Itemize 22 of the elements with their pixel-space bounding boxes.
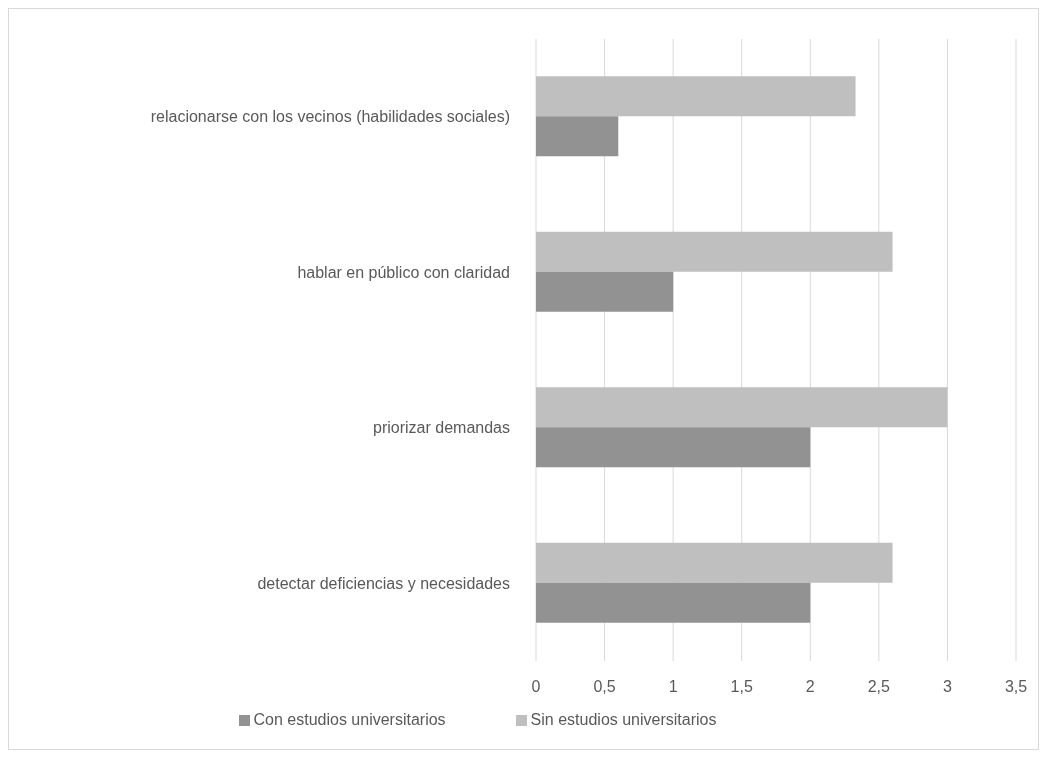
bar — [536, 116, 619, 157]
y-tick-label: hablar en público con claridad — [297, 263, 510, 281]
x-tick-label: 1,5 — [730, 678, 753, 696]
x-tick-label: 2 — [805, 678, 815, 696]
x-tick-label: 3,5 — [1004, 678, 1028, 696]
y-tick-label: detectar deficiencias y necesidades — [257, 574, 510, 592]
x-tick-label: 0 — [531, 678, 541, 696]
bar — [536, 76, 856, 117]
bar — [536, 271, 674, 312]
x-tick-label: 0,5 — [593, 678, 616, 696]
bar — [536, 582, 811, 623]
legend-label: Con estudios universitarios — [253, 711, 446, 728]
x-tick-label: 1 — [668, 678, 678, 696]
x-tick-label: 3 — [942, 678, 952, 696]
y-tick-label: priorizar demandas — [373, 419, 510, 437]
bar — [536, 231, 893, 272]
x-tick-label: 2,5 — [867, 678, 891, 696]
legend-label: Sin estudios universitarios — [530, 711, 717, 728]
bar — [536, 387, 948, 428]
bar — [536, 542, 893, 583]
y-tick-label: relacionarse con los vecinos (habilidades sociales) — [150, 108, 510, 126]
bar — [536, 427, 811, 468]
